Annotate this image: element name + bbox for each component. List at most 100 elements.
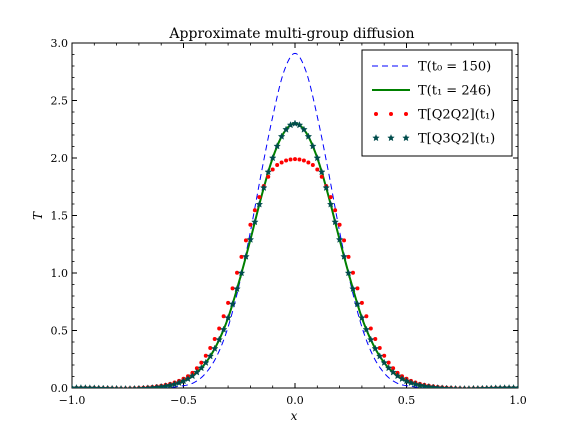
- data-point: [301, 158, 306, 163]
- legend-entry: T(t₀ = 150): [372, 60, 491, 75]
- y-axis-label: T: [31, 211, 45, 220]
- series-0: [72, 52, 518, 388]
- data-point: [264, 168, 272, 176]
- data-point: [309, 142, 317, 150]
- data-point: [212, 337, 217, 342]
- data-point: [202, 358, 210, 366]
- legend-label: T(t₀ = 150): [418, 60, 491, 75]
- series-group: [72, 52, 518, 388]
- y-tick-label: 2.5: [51, 95, 69, 108]
- data-point: [153, 383, 161, 388]
- chart-title: Approximate multi-group diffusion: [168, 26, 414, 42]
- data-point: [175, 378, 183, 387]
- data-point: [206, 352, 214, 360]
- data-point: [219, 325, 228, 333]
- data-point: [349, 284, 357, 293]
- legend-entry: T[Q2Q2](t₁): [374, 108, 495, 123]
- x-tick-label: −0.5: [170, 394, 197, 407]
- data-point: [273, 142, 281, 150]
- series-line: [72, 52, 518, 388]
- x-tick-label: −1.0: [59, 394, 86, 407]
- data-point: [377, 345, 382, 350]
- data-point: [193, 368, 201, 376]
- data-point: [337, 222, 342, 227]
- data-point: [251, 218, 259, 226]
- data-point: [224, 313, 232, 322]
- data-point: [367, 335, 375, 343]
- data-point: [420, 382, 429, 388]
- data-point: [358, 313, 366, 322]
- data-point: [353, 300, 362, 308]
- data-point: [514, 384, 518, 388]
- legend-marker: [374, 112, 378, 116]
- y-tick-label: 1.0: [51, 267, 69, 280]
- x-tick-label: 1.0: [509, 394, 527, 407]
- data-point: [416, 381, 424, 388]
- data-point: [335, 235, 344, 243]
- data-point: [376, 352, 384, 360]
- data-point: [286, 121, 295, 129]
- series-2: [72, 157, 518, 388]
- legend-label: T(t₁ = 246): [418, 84, 491, 99]
- data-point: [233, 284, 241, 293]
- legend-entry: T(t₁ = 246): [372, 84, 491, 99]
- data-point: [359, 300, 364, 305]
- data-point: [342, 238, 347, 243]
- data-point: [407, 378, 415, 387]
- data-point: [235, 270, 240, 275]
- data-point: [170, 380, 179, 388]
- data-point: [328, 195, 333, 200]
- data-point: [389, 368, 397, 376]
- data-point: [326, 200, 335, 208]
- series-line: [72, 122, 518, 388]
- data-point: [199, 360, 204, 365]
- data-point: [460, 384, 469, 388]
- data-point: [266, 174, 271, 179]
- legend-marker: [372, 134, 380, 142]
- data-point: [380, 358, 388, 366]
- data-point: [275, 163, 280, 168]
- y-tick-label: 1.5: [51, 210, 69, 223]
- data-point: [246, 235, 255, 243]
- data-point: [322, 183, 330, 191]
- plot-area: −1.0 −0.5 0.0 0.5 1.0 0.0 0.5 1.0 1.5 2.0 2.5 3.0: [51, 37, 527, 407]
- data-point: [243, 238, 248, 243]
- data-point: [226, 300, 231, 305]
- data-point: [393, 372, 402, 380]
- data-point: [315, 167, 320, 172]
- data-point: [157, 382, 165, 388]
- y-tick-label: 0.0: [51, 382, 69, 395]
- data-point: [411, 380, 420, 388]
- data-point: [277, 132, 286, 140]
- data-point: [300, 125, 308, 133]
- data-point: [331, 218, 339, 226]
- data-point: [344, 269, 353, 277]
- x-tick-label: 0.0: [286, 394, 304, 407]
- data-point: [210, 344, 219, 352]
- series-3: [72, 119, 518, 388]
- data-point: [373, 337, 378, 342]
- data-point: [306, 160, 311, 165]
- data-point: [340, 252, 348, 260]
- data-point: [362, 325, 371, 333]
- data-point: [248, 222, 253, 227]
- data-point: [228, 300, 237, 308]
- data-point: [257, 195, 262, 200]
- data-point: [284, 158, 289, 163]
- data-point: [203, 353, 208, 358]
- data-point: [230, 286, 235, 291]
- legend-frame: [361, 49, 513, 157]
- x-axis-label: x: [291, 409, 298, 423]
- data-point: [260, 183, 268, 191]
- data-point: [279, 160, 284, 165]
- data-point: [194, 366, 199, 371]
- data-point: [465, 384, 473, 388]
- data-point: [355, 286, 360, 291]
- data-point: [313, 154, 322, 162]
- data-point: [319, 174, 324, 179]
- data-point: [350, 270, 355, 275]
- data-point: [333, 208, 338, 213]
- data-point: [456, 384, 464, 388]
- y-tick-label: 2.0: [51, 152, 69, 165]
